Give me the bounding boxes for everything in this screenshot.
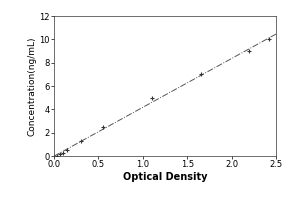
Y-axis label: Concentration(ng/mL): Concentration(ng/mL) [28,36,37,136]
X-axis label: Optical Density: Optical Density [123,172,207,182]
